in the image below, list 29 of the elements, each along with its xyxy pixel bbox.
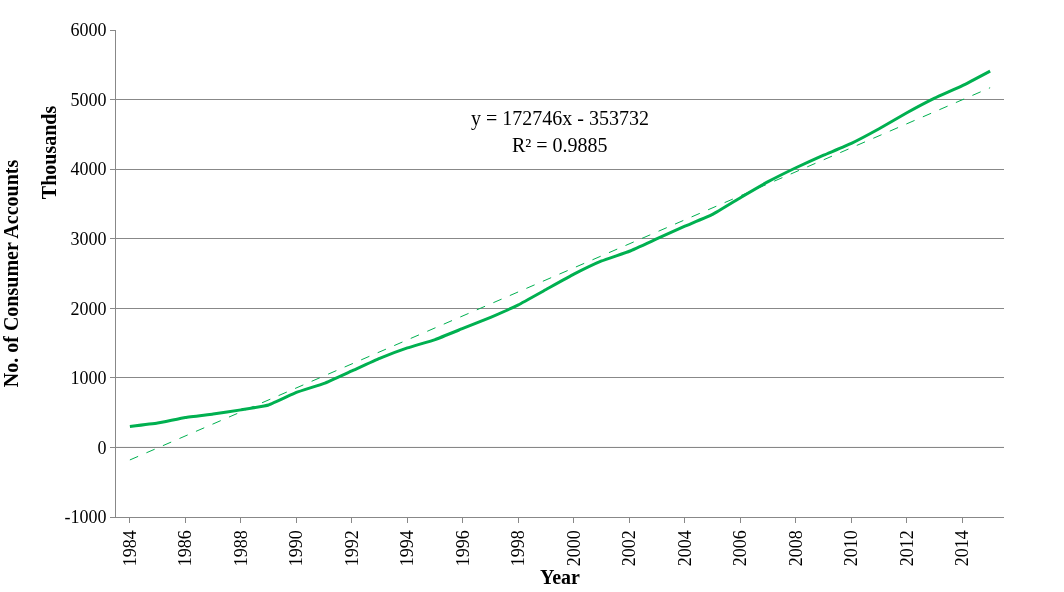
y-tick-label: 4000	[70, 159, 107, 180]
annotation: R² = 0.9885	[512, 134, 608, 156]
x-tick-label: 1984	[119, 530, 140, 567]
x-tick-label: 2010	[841, 530, 862, 567]
x-tick-label: 2012	[896, 530, 917, 567]
y-tick-label: 5000	[70, 89, 107, 110]
x-tick-label: 1996	[452, 530, 473, 567]
annotation: y = 172746x - 353732	[471, 107, 649, 130]
x-tick-label: 2014	[952, 530, 973, 567]
y-tick-label: -1000	[64, 507, 107, 528]
x-tick-label: 1992	[341, 530, 362, 567]
y-tick-label: 6000	[70, 20, 107, 41]
x-tick-label: 1986	[175, 530, 196, 567]
x-tick-label: 2008	[785, 530, 806, 567]
x-tick-label: 1990	[286, 530, 307, 567]
x-tick-label: 2006	[730, 530, 751, 567]
x-tick-label: 2000	[563, 530, 584, 567]
x-axis-title: Year	[540, 566, 581, 589]
text: Thousands	[38, 105, 61, 200]
x-tick-label: 1998	[508, 530, 529, 567]
y-tick-label: 0	[97, 437, 107, 458]
x-tick-label: 1988	[230, 530, 251, 567]
x-tick-label: 1994	[397, 530, 418, 567]
y-tick-label: 1000	[70, 368, 107, 389]
y-tick-label: 3000	[70, 229, 107, 250]
x-tick-label: 2004	[674, 530, 695, 567]
x-tick-label: 2002	[619, 530, 640, 567]
y-tick-label: 2000	[70, 298, 107, 319]
y-axis-title: No. of Consumer Accounts	[0, 159, 22, 388]
